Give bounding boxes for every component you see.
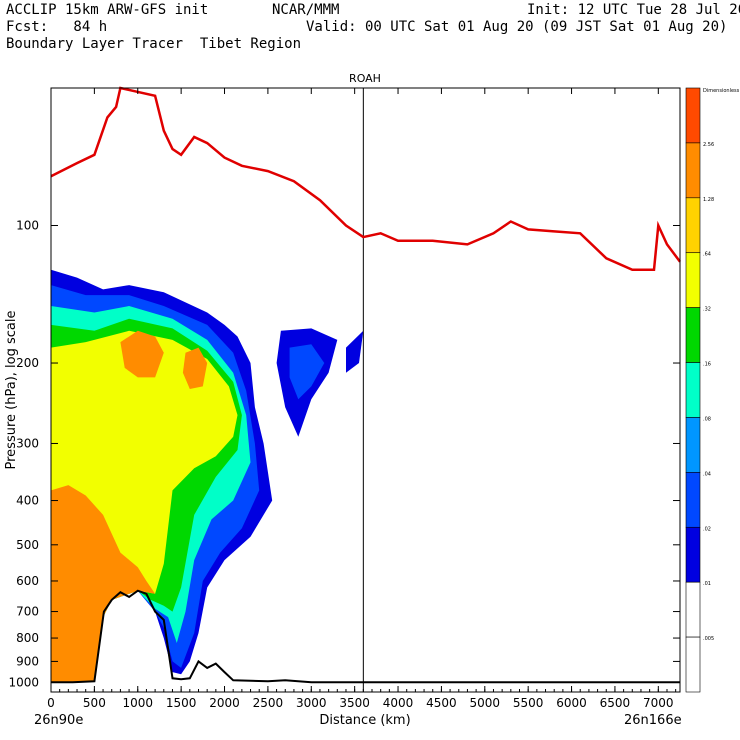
header-org: NCAR/MMM: [272, 2, 340, 18]
x-tick-label: 2000: [209, 696, 240, 710]
colorbar-swatch: [685, 581, 701, 638]
colorbar-swatch: [685, 362, 701, 418]
x-tick-label: 500: [83, 696, 106, 710]
y-tick-label: 100: [16, 219, 39, 233]
header-init: Init: 12 UTC Tue 28 Jul 20: [527, 2, 740, 18]
y-tick-label: 800: [16, 631, 39, 645]
x-tick-label: 6500: [600, 696, 631, 710]
colorbar-swatch: [685, 142, 701, 199]
axes: 0 500 1000 1500 2000 2500 3000 3500 4000 4500 5000…: [8, 88, 680, 710]
y-tick-label: 700: [16, 605, 39, 619]
header-product: Boundary Layer Tracer Tibet Region: [6, 36, 302, 52]
x-tick-label: 1500: [166, 696, 197, 710]
y-tick-label: 500: [16, 538, 39, 552]
tracer-contour: [51, 485, 156, 683]
x-tick-label: 4000: [383, 696, 414, 710]
colorbar-label: 1.28: [703, 197, 714, 203]
x-tick-label: 0: [47, 696, 55, 710]
colorbar-swatch: [685, 307, 701, 363]
x-start-label: 26n90e: [34, 713, 83, 728]
x-tick-label: 6000: [556, 696, 587, 710]
tropopause-line: [50, 86, 681, 272]
colorbar: Dimensionless 2.56 1.28 .64 .32 .16 .08 .04 .02.…: [685, 87, 740, 693]
tracer-contour: [289, 344, 325, 400]
x-tick-label: 3000: [296, 696, 327, 710]
colorbar-label: Dimensionless: [703, 88, 740, 94]
x-tick-label: 1000: [122, 696, 153, 710]
colorbar-label: .005: [703, 636, 714, 642]
x-tick-label: 7000: [643, 696, 674, 710]
header-model: ACCLIP 15km ARW-GFS init: [6, 2, 209, 18]
y-tick-label: 1000: [8, 675, 39, 689]
colorbar-swatch: [685, 636, 701, 693]
y-tick-label: 900: [16, 654, 39, 668]
y-tick-label: 300: [16, 436, 39, 450]
x-tick-label: 5000: [470, 696, 501, 710]
y-tick-label: 600: [16, 574, 39, 588]
colorbar-swatch: [685, 472, 701, 528]
colorbar-label: .02: [703, 526, 711, 532]
colorbar-swatch: [685, 87, 701, 144]
plot-frame: [50, 87, 681, 693]
colorbar-label: .04: [703, 471, 711, 477]
x-tick-label: 2500: [253, 696, 284, 710]
chart-title: ROAH: [349, 72, 381, 85]
x-end-label: 26n166e: [624, 713, 682, 728]
x-axis-label: Distance (km): [319, 713, 410, 728]
tracer-contour: [182, 347, 208, 389]
x-tick-label: 5500: [513, 696, 544, 710]
y-tick-label: 400: [16, 494, 39, 508]
colorbar-swatch: [685, 197, 701, 254]
colorbar-label: .64: [703, 252, 711, 258]
header-fcst: Fcst: 84 h: [6, 19, 108, 35]
y-tick-label: 200: [16, 356, 39, 370]
tracer-contour: [120, 330, 164, 378]
colorbar-swatch: [685, 252, 701, 308]
y-axis-label: Pressure (hPa), log scale: [4, 311, 19, 470]
colorbar-label: .08: [703, 416, 711, 422]
colorbar-label: .01: [703, 581, 711, 587]
colorbar-label: .32: [703, 307, 711, 313]
tracer-field: [51, 269, 364, 683]
colorbar-label: 2.56: [703, 142, 714, 148]
x-tick-label: 4500: [426, 696, 457, 710]
x-tick-label: 3500: [339, 696, 370, 710]
colorbar-swatch: [685, 526, 701, 583]
colorbar-label: .16: [703, 362, 711, 368]
colorbar-swatch: [685, 417, 701, 473]
header-valid: Valid: 00 UTC Sat 01 Aug 20 (09 JST Sat …: [306, 19, 728, 35]
tracer-contour: [346, 330, 364, 373]
terrain-line: [51, 589, 680, 684]
